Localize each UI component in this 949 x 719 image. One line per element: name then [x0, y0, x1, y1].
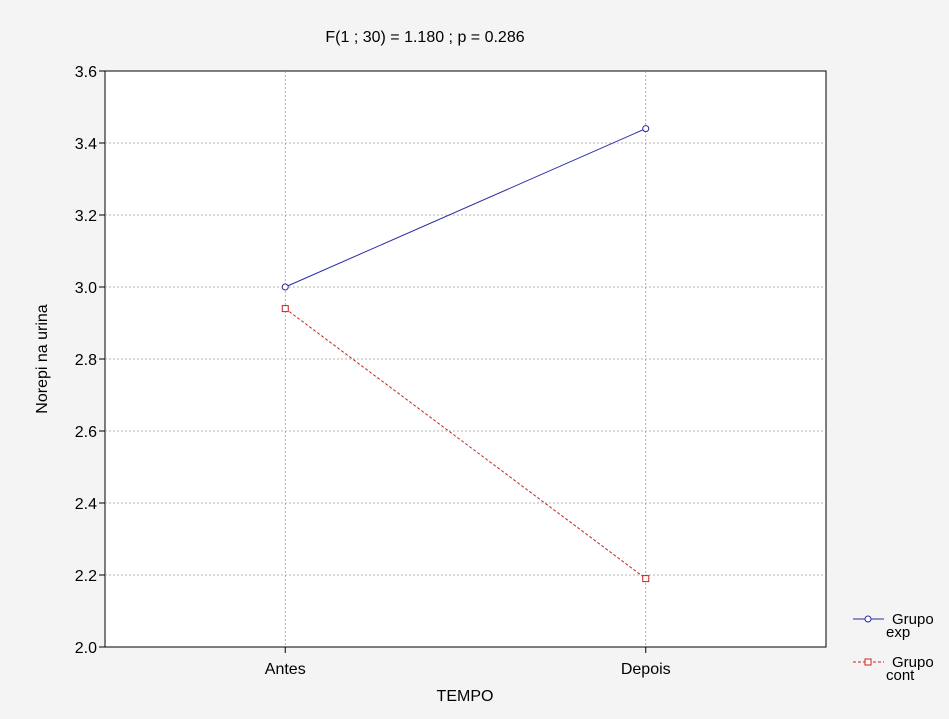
series-1-point	[642, 575, 650, 583]
x-axis-label: TEMPO	[437, 688, 494, 705]
y-tick-label: 3.2	[75, 208, 97, 225]
series-line-1	[284, 308, 647, 580]
y-tick-label: 2.2	[75, 568, 97, 585]
chart-title: F(1 ; 30) = 1.180 ; p = 0.286	[325, 29, 524, 46]
series-line-0	[285, 128, 646, 288]
axes: 2.0 2.2 2.4 2.6 2.8 3.0 3.2 3.4 3.6 Antes Depois	[75, 64, 671, 678]
legend-label: exp	[886, 624, 910, 641]
y-tick-label: 2.4	[75, 496, 97, 513]
legend-label: cont	[886, 667, 915, 684]
legend-label: Grupo	[892, 611, 934, 628]
series-1-point	[281, 305, 289, 313]
series	[281, 125, 650, 583]
legend-label: Grupo	[892, 654, 934, 671]
series-0-point	[281, 283, 289, 291]
y-tick-label: 3.4	[75, 136, 97, 153]
y-tick-label: 2.6	[75, 424, 97, 441]
y-tick-label: 2.8	[75, 352, 97, 369]
legend-marker-0	[864, 615, 872, 623]
x-tick-label: Depois	[621, 661, 671, 678]
y-tick-label: 2.0	[75, 640, 97, 657]
y-tick-label: 3.6	[75, 64, 97, 81]
series-0-point	[642, 125, 650, 133]
y-tick-label: 3.0	[75, 280, 97, 297]
legend-marker-1	[864, 658, 872, 666]
grid	[105, 71, 826, 647]
x-tick-label: Antes	[265, 661, 306, 678]
y-axis-label: Norepi na urina	[34, 304, 51, 414]
